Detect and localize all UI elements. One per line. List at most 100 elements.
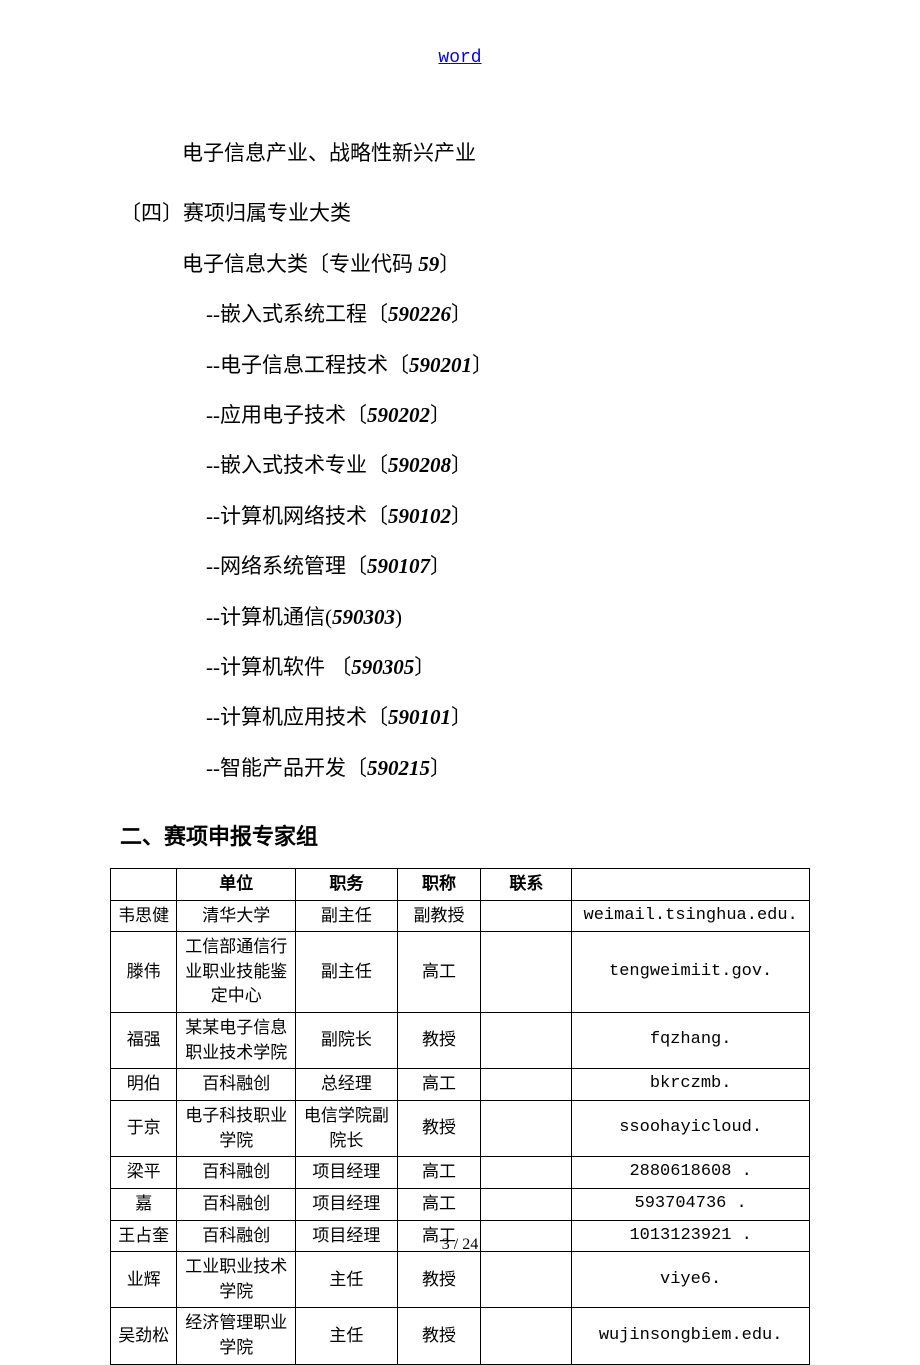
list-item: --计算机应用技术〔590101〕 — [110, 692, 810, 742]
table-cell: 嘉 — [111, 1188, 177, 1220]
table-cell — [481, 1101, 572, 1157]
th-contact: 联系 — [481, 868, 572, 900]
table-cell: 2880618608 . — [572, 1157, 810, 1189]
item-text: --计算机软件 〔 — [206, 655, 351, 679]
table-cell: 工业职业技术学院 — [177, 1252, 296, 1308]
table-cell — [481, 1188, 572, 1220]
category-line: 电子信息大类〔专业代码 59〕 — [110, 239, 810, 289]
table-cell: 总经理 — [296, 1069, 397, 1101]
item-suffix: 〕 — [451, 302, 472, 326]
item-code: 590107 — [367, 554, 430, 578]
header-link[interactable]: word — [0, 0, 920, 68]
table-cell: 电子科技职业学院 — [177, 1101, 296, 1157]
table-cell: 滕伟 — [111, 932, 177, 1013]
experts-table: 单位 职务 职称 联系 韦思健清华大学副主任副教授weimail.tsinghu… — [110, 868, 810, 1365]
table-cell — [481, 1252, 572, 1308]
table-cell: 593704736 . — [572, 1188, 810, 1220]
item-suffix: 〕 — [451, 705, 472, 729]
item-text: --网络系统管理〔 — [206, 554, 367, 578]
table-row: 于京电子科技职业学院电信学院副院长教授 ssoohayicloud. — [111, 1101, 810, 1157]
table-cell: viye6. — [572, 1252, 810, 1308]
table-cell: 项目经理 — [296, 1157, 397, 1189]
table-cell: 教授 — [397, 1013, 481, 1069]
category-code: 59 — [418, 252, 439, 276]
list-item: --嵌入式系统工程〔590226〕 — [110, 289, 810, 339]
category-prefix: 电子信息大类〔专业代码 — [182, 252, 418, 276]
item-text: --应用电子技术〔 — [206, 403, 367, 427]
list-item: --计算机软件 〔590305〕 — [110, 642, 810, 692]
item-suffix: 〕 — [430, 756, 451, 780]
item-code: 590226 — [388, 302, 451, 326]
item-suffix: 〕 — [451, 504, 472, 528]
table-cell: 教授 — [397, 1252, 481, 1308]
item-text: --智能产品开发〔 — [206, 756, 367, 780]
table-cell: 吴劲松 — [111, 1308, 177, 1364]
item-code: 590202 — [367, 403, 430, 427]
list-item: --网络系统管理〔590107〕 — [110, 541, 810, 591]
table-cell: 于京 — [111, 1101, 177, 1157]
table-cell: 教授 — [397, 1308, 481, 1364]
table-cell: weimail.tsinghua.edu. — [572, 900, 810, 932]
table-row: 韦思健清华大学副主任副教授weimail.tsinghua.edu. — [111, 900, 810, 932]
item-code: 590201 — [409, 353, 472, 377]
table-cell: 教授 — [397, 1101, 481, 1157]
table-cell: 经济管理职业学院 — [177, 1308, 296, 1364]
section-2-title: 二、赛项申报专家组 — [110, 811, 810, 864]
table-cell — [481, 1013, 572, 1069]
item-text: --电子信息工程技术〔 — [206, 353, 409, 377]
table-cell: tengweimiit.gov. — [572, 932, 810, 1013]
table-cell: 百科融创 — [177, 1157, 296, 1189]
intro-line: 电子信息产业、战略性新兴产业 — [110, 128, 810, 178]
table-cell: fqzhang. — [572, 1013, 810, 1069]
table-cell: 主任 — [296, 1252, 397, 1308]
document-content: 电子信息产业、战略性新兴产业 〔四〕赛项归属专业大类 电子信息大类〔专业代码 5… — [0, 68, 920, 1365]
table-row: 嘉百科融创项目经理高工593704736 . — [111, 1188, 810, 1220]
table-cell: 电信学院副院长 — [296, 1101, 397, 1157]
item-text: --计算机通信( — [206, 605, 332, 629]
item-text: --嵌入式技术专业〔 — [206, 453, 388, 477]
table-cell: 百科融创 — [177, 1069, 296, 1101]
item-suffix: 〕 — [472, 353, 493, 377]
table-cell: 明伯 — [111, 1069, 177, 1101]
table-cell: 高工 — [397, 932, 481, 1013]
table-cell: 主任 — [296, 1308, 397, 1364]
table-cell: 业辉 — [111, 1252, 177, 1308]
item-suffix: 〕 — [430, 554, 451, 578]
item-code: 590215 — [367, 756, 430, 780]
item-suffix: ) — [395, 605, 402, 629]
list-item: --智能产品开发〔590215〕 — [110, 743, 810, 793]
table-row: 业辉工业职业技术学院主任教授 viye6. — [111, 1252, 810, 1308]
table-cell: ssoohayicloud. — [572, 1101, 810, 1157]
item-text: --计算机网络技术〔 — [206, 504, 388, 528]
table-row: 吴劲松经济管理职业学院主任教授wujinsongbiem.edu. — [111, 1308, 810, 1364]
table-cell: 某某电子信息职业技术学院 — [177, 1013, 296, 1069]
table-cell: 高工 — [397, 1188, 481, 1220]
table-cell: 清华大学 — [177, 900, 296, 932]
table-cell: 工信部通信行业职业技能鉴定中心 — [177, 932, 296, 1013]
item-code: 590102 — [388, 504, 451, 528]
table-cell: 福强 — [111, 1013, 177, 1069]
th-unit: 单位 — [177, 868, 296, 900]
th-email — [572, 868, 810, 900]
table-cell: 副主任 — [296, 932, 397, 1013]
list-item: --嵌入式技术专业〔590208〕 — [110, 440, 810, 490]
table-cell: 百科融创 — [177, 1188, 296, 1220]
item-text: --计算机应用技术〔 — [206, 705, 388, 729]
item-code: 590101 — [388, 705, 451, 729]
item-code: 590208 — [388, 453, 451, 477]
list-item: --计算机网络技术〔590102〕 — [110, 491, 810, 541]
table-row: 明伯百科融创总经理高工bkrczmb. — [111, 1069, 810, 1101]
item-code: 590303 — [332, 605, 395, 629]
table-cell — [481, 1308, 572, 1364]
table-header-row: 单位 职务 职称 联系 — [111, 868, 810, 900]
list-item: --计算机通信(590303) — [110, 592, 810, 642]
table-cell: 高工 — [397, 1157, 481, 1189]
list-item: --应用电子技术〔590202〕 — [110, 390, 810, 440]
list-item: --电子信息工程技术〔590201〕 — [110, 340, 810, 390]
table-cell: 韦思健 — [111, 900, 177, 932]
page-number: 3 / 24 — [0, 1236, 920, 1254]
category-suffix: 〕 — [439, 252, 460, 276]
table-cell: bkrczmb. — [572, 1069, 810, 1101]
table-cell: 梁平 — [111, 1157, 177, 1189]
item-text: --嵌入式系统工程〔 — [206, 302, 388, 326]
